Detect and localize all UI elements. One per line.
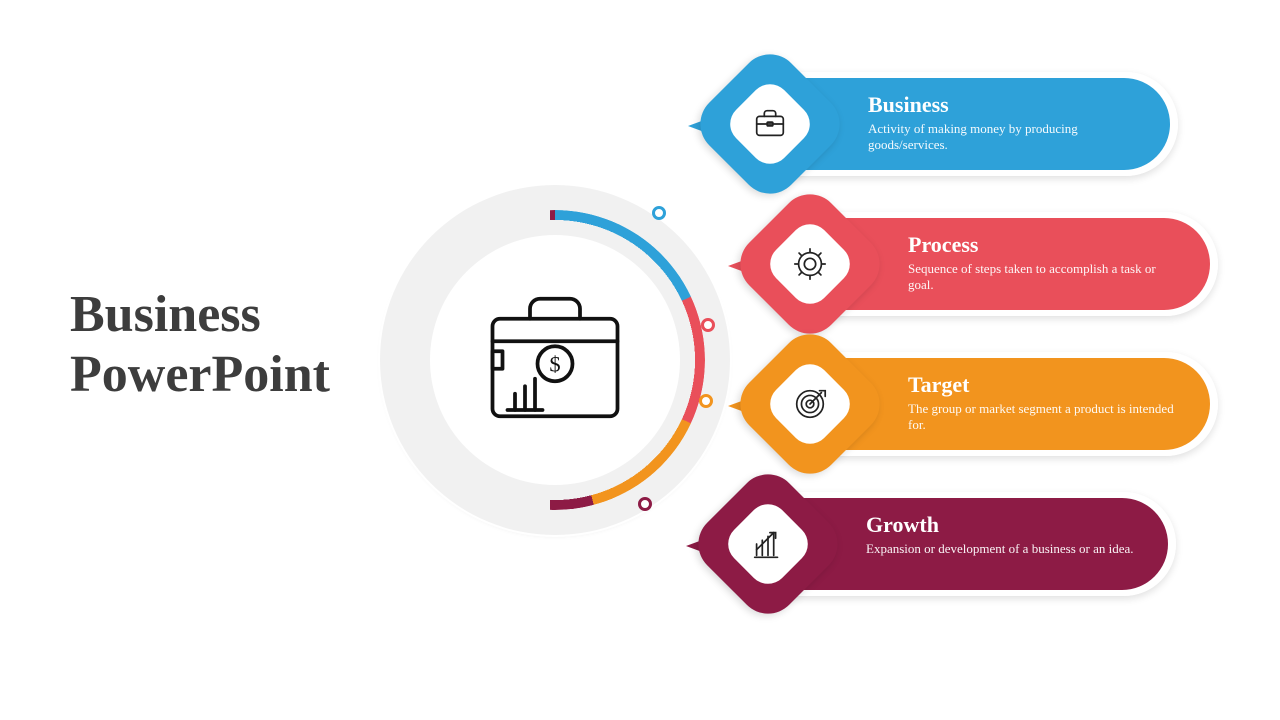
item-title-process: Process xyxy=(908,232,1178,258)
title-line-1: Business xyxy=(70,286,261,343)
arc-dot-process xyxy=(701,318,715,332)
page-title: Business PowerPoint xyxy=(70,285,330,405)
item-title-target: Target xyxy=(908,372,1178,398)
item-title-business: Business xyxy=(868,92,1138,118)
arc-dot-business xyxy=(652,206,666,220)
bar-process: Process Sequence of steps taken to accom… xyxy=(758,212,1218,316)
item-desc-process: Sequence of steps taken to accomplish a … xyxy=(908,261,1178,294)
bar-growth: Growth Expansion or development of a bus… xyxy=(716,492,1176,596)
item-title-growth: Growth xyxy=(866,512,1136,538)
item-desc-business: Activity of making money by producing go… xyxy=(868,121,1138,154)
slide: Business PowerPoint $ xyxy=(0,0,1280,720)
bar-target: Target The group or market segment a pro… xyxy=(758,352,1218,456)
bar-business: Business Activity of making money by pro… xyxy=(718,72,1178,176)
title-line-2: PowerPoint xyxy=(70,346,330,403)
arc-dot-growth xyxy=(638,497,652,511)
arc-dot-target xyxy=(699,394,713,408)
svg-text:$: $ xyxy=(549,351,560,376)
item-desc-target: The group or market segment a product is… xyxy=(908,401,1178,434)
briefcase-money-chart-icon: $ xyxy=(475,285,635,435)
item-desc-growth: Expansion or development of a business o… xyxy=(866,541,1136,557)
